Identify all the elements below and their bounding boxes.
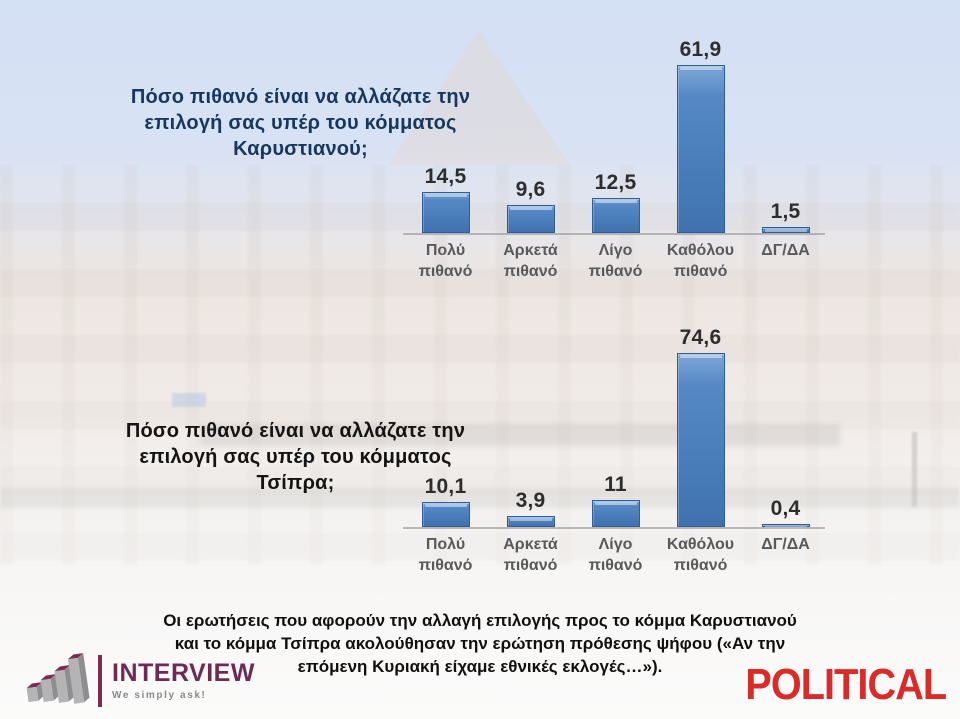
bar-column: 12,5 [573,23,658,233]
category-label: Λίγο πιθανό [588,536,643,574]
bar-value-label: 61,9 [679,38,722,62]
bar-column: 11 [573,317,658,527]
interview-logo: INTERVIEW We simply ask! [24,652,255,710]
bar-column: 61,9 [658,23,743,233]
category-label: ΔΓ/ΔΑ [761,242,810,259]
interview-wordmark: INTERVIEW [112,659,255,687]
category-label: Πολύ πιθανό [418,536,473,574]
interview-tagline: We simply ask! [112,690,207,701]
bar-value-label: 11 [604,472,627,496]
bar-value-label: 1,5 [770,200,801,223]
political-logo: POLITICAL [745,660,947,709]
category-axis: Πολύ πιθανό Αρκετά πιθανό Λίγο πιθανό Καθόλ… [403,535,828,577]
bars-area: 10,1 3,9 11 74,6 0,4 [403,317,828,529]
bar [761,227,810,233]
bar-column: 9,6 [488,23,573,233]
bar [591,197,640,233]
chart-title-tsipras: Πόσο πιθανό είναι να αλλάζατε την επιλογ… [125,420,466,494]
bar-value-label: 10,1 [424,474,467,498]
bar [421,192,470,233]
bar [506,205,555,233]
bar [676,65,725,233]
bar-column: 0,4 [743,317,828,529]
bar-chart-icon [26,653,90,704]
bar [506,516,555,527]
methodology-footnote: Οι ερωτήσεις που αφορούν την αλλαγή επιλ… [163,611,797,676]
category-label: Καθόλου πιθανό [666,242,735,280]
category-label: Αρκετά πιθανό [503,536,558,574]
x-axis-line [403,527,825,529]
category-label: Λίγο πιθανό [588,242,643,280]
bar-column: 74,6 [658,317,743,527]
bars-area: 14,5 9,6 12,5 61,9 1,5 [403,23,828,233]
bar-value-label: 12,5 [594,170,637,194]
category-label: Αρκετά πιθανό [503,242,558,280]
chart-title-karystianou: Πόσο πιθανό είναι να αλλάζατε την επιλογ… [130,86,471,160]
category-axis: Πολύ πιθανό Αρκετά πιθανό Λίγο πιθανό Καθόλ… [403,241,828,283]
bar-value-label: 0,4 [770,497,801,520]
bar-column: 14,5 [403,23,488,233]
bar-value-label: 74,6 [679,326,722,350]
bar [421,501,470,527]
bar-value-label: 14,5 [424,165,467,189]
bar-column: 3,9 [488,317,573,527]
bar-column: 10,1 [403,317,488,527]
lamp-post-silhouette [912,432,917,507]
logo-divider [98,655,102,707]
x-axis-line [403,233,825,235]
bar-chart-tsipras: 10,1 3,9 11 74,6 0,4 Πολύ πιθανό Αρκετά πιθαν… [403,317,828,617]
bar [591,499,640,527]
bar-column: 1,5 [743,23,828,233]
bar-value-label: 9,6 [515,178,546,202]
bar-chart-karystianou: 14,5 9,6 12,5 61,9 1,5 Πολύ πιθανό Αρκετά πιθ… [403,23,828,323]
guard-booth-roof [172,393,206,407]
category-label: Πολύ πιθανό [418,242,473,280]
bar-value-label: 3,9 [515,489,546,512]
bar [676,353,725,527]
category-label: ΔΓ/ΔΑ [761,536,810,553]
category-label: Καθόλου πιθανό [666,536,735,574]
